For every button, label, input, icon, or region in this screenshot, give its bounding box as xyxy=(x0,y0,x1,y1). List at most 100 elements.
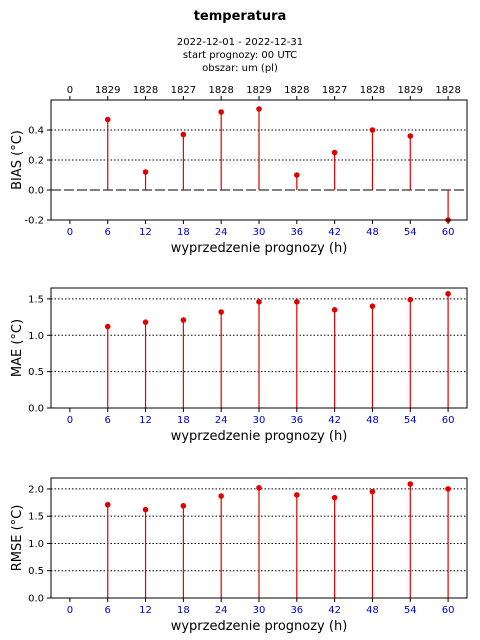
top-tick-label: 1828 xyxy=(133,85,158,96)
x-tick-label: 24 xyxy=(215,415,228,426)
y-tick-label: 0.5 xyxy=(28,367,44,378)
data-point xyxy=(294,492,300,498)
y-axis-label: MAE (°C) xyxy=(10,319,25,377)
x-tick-label: 6 xyxy=(105,227,111,238)
data-point xyxy=(218,309,224,315)
x-tick-label: 0 xyxy=(67,605,73,616)
data-point xyxy=(445,291,451,297)
data-point xyxy=(369,488,376,495)
top-tick-label: 1828 xyxy=(360,85,385,96)
x-tick-label: 48 xyxy=(366,415,379,426)
top-tick-label: 0 xyxy=(67,85,73,96)
data-point xyxy=(445,486,451,492)
x-tick-label: 30 xyxy=(253,605,266,616)
data-point xyxy=(256,485,262,491)
top-tick-label: 1829 xyxy=(398,85,423,96)
y-axis-label: RMSE (°C) xyxy=(10,505,25,572)
area-label: obszar: um (pl) xyxy=(202,63,278,74)
top-tick-label: 1828 xyxy=(435,85,460,96)
forecast-start-label: start prognozy: 00 UTC xyxy=(183,50,297,61)
panel-2: 0.0 0.5 1.0 1.5 0 6 12 18 24 30 36 42 48 54 60 wyprzedz… xyxy=(10,287,468,444)
period-label: 2022-12-01 - 2022-12-31 xyxy=(177,37,303,48)
x-tick-label: 42 xyxy=(328,605,341,616)
data-point xyxy=(104,116,111,123)
x-tick-label: 18 xyxy=(177,227,190,238)
x-tick-label: 36 xyxy=(290,605,303,616)
top-tick-label: 1828 xyxy=(208,85,233,96)
data-point xyxy=(331,149,338,156)
y-tick-label: 0.5 xyxy=(28,566,44,577)
top-tick-label: 1829 xyxy=(95,85,120,96)
x-tick-label: 54 xyxy=(404,227,417,238)
x-tick-label: 12 xyxy=(139,605,152,616)
x-tick-label: 0 xyxy=(67,415,73,426)
x-tick-label: 42 xyxy=(328,415,341,426)
x-tick-label: 60 xyxy=(442,227,455,238)
x-tick-label: 54 xyxy=(404,605,417,616)
y-tick-label: 1.5 xyxy=(28,512,44,523)
y-tick-label: 2.0 xyxy=(28,484,44,495)
x-tick-label: 42 xyxy=(328,227,341,238)
x-tick-label: 6 xyxy=(105,415,111,426)
data-point xyxy=(407,296,414,303)
panel-3: 0.0 0.5 1.0 1.5 2.0 0 6 12 18 24 30 36 42 48 54 60 wyprz… xyxy=(10,477,468,634)
data-point xyxy=(180,503,187,509)
y-tick-label: 0.0 xyxy=(28,186,44,197)
data-point xyxy=(256,106,262,112)
data-point xyxy=(294,172,300,178)
y-tick-label: 1.5 xyxy=(28,294,44,305)
data-point xyxy=(142,169,149,175)
x-tick-label: 48 xyxy=(366,605,379,616)
data-point xyxy=(369,303,376,309)
x-tick-label: 24 xyxy=(215,227,228,238)
y-axis-label: BIAS (°C) xyxy=(10,130,25,190)
data-point xyxy=(407,481,414,487)
data-point xyxy=(218,493,224,499)
chart-title: temperatura xyxy=(194,9,287,24)
x-tick-label: 12 xyxy=(139,415,152,426)
data-point xyxy=(294,299,300,305)
data-point xyxy=(104,323,111,330)
data-point xyxy=(180,317,187,323)
x-axis-label: wyprzedzenie prognozy (h) xyxy=(171,241,348,256)
data-point xyxy=(407,133,414,139)
y-tick-label: 0.4 xyxy=(28,126,44,137)
x-tick-label: 60 xyxy=(442,605,455,616)
x-axis-label: wyprzedzenie prognozy (h) xyxy=(171,619,348,634)
data-point xyxy=(142,506,149,513)
panel-1: -0.2 0.0 0.2 0.4 0 6 12 18 24 30 36 42 48 54 60 0 1829 18… xyxy=(10,85,468,256)
x-tick-label: 24 xyxy=(215,605,228,616)
x-tick-label: 6 xyxy=(105,605,111,616)
top-tick-label: 1827 xyxy=(171,85,196,96)
x-tick-label: 60 xyxy=(442,415,455,426)
data-point xyxy=(256,299,262,305)
x-tick-label: 30 xyxy=(253,415,266,426)
top-tick-label: 1827 xyxy=(322,85,347,96)
x-tick-label: 18 xyxy=(177,605,190,616)
top-tick-label: 1828 xyxy=(284,85,309,96)
data-point xyxy=(180,131,187,138)
x-tick-label: 18 xyxy=(177,415,190,426)
x-tick-label: 48 xyxy=(366,227,379,238)
y-tick-label: 1.0 xyxy=(28,539,44,550)
x-axis-label: wyprzedzenie prognozy (h) xyxy=(171,429,348,444)
x-tick-label: 36 xyxy=(290,415,303,426)
data-point xyxy=(142,319,149,325)
data-point xyxy=(369,127,376,133)
y-tick-label: 0.0 xyxy=(28,594,44,605)
top-tick-label: 1829 xyxy=(246,85,271,96)
y-tick-label: 1.0 xyxy=(28,331,44,342)
x-tick-label: 12 xyxy=(139,227,152,238)
y-tick-label: -0.2 xyxy=(24,216,44,227)
x-tick-label: 54 xyxy=(404,415,417,426)
data-point xyxy=(104,501,111,508)
y-tick-label: 0.2 xyxy=(28,156,44,167)
x-tick-label: 36 xyxy=(290,227,303,238)
data-point xyxy=(331,494,338,501)
data-point xyxy=(331,307,338,313)
x-tick-label: 0 xyxy=(67,227,73,238)
y-tick-label: 0.0 xyxy=(28,404,44,415)
x-tick-label: 30 xyxy=(253,227,266,238)
data-point xyxy=(218,109,224,115)
